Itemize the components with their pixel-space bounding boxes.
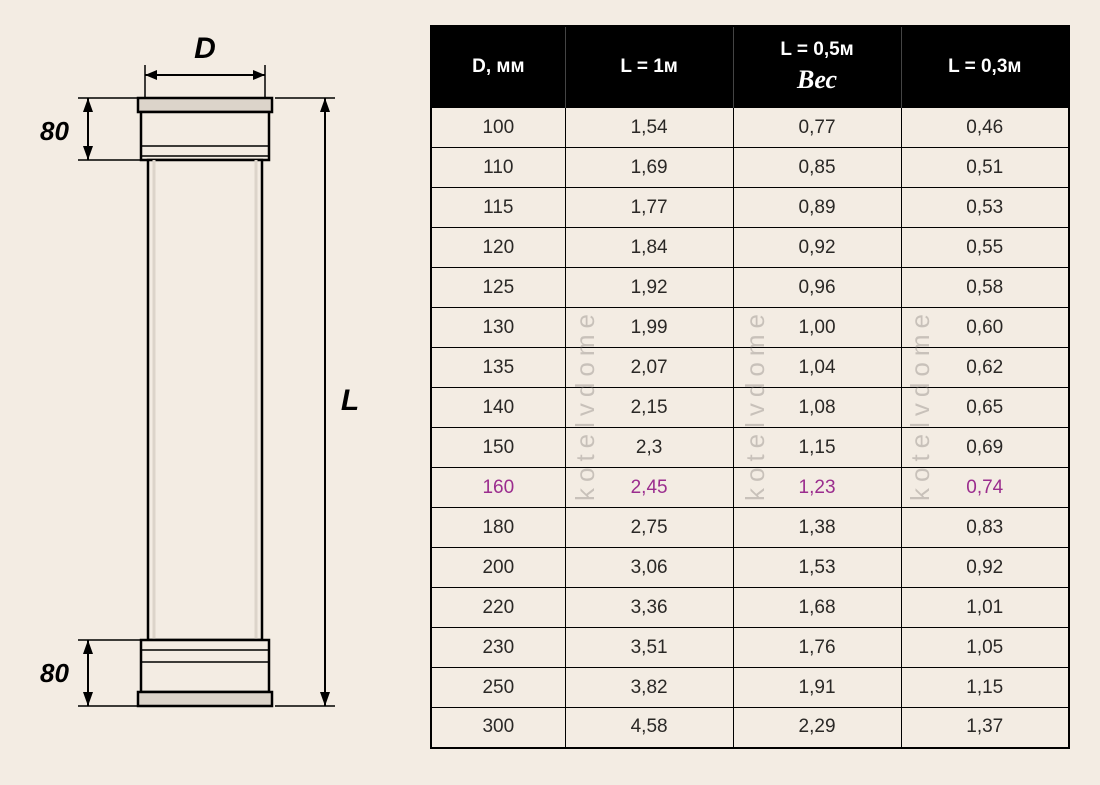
table-cell: 1,76 <box>733 628 901 668</box>
table-cell: 0,77 <box>733 108 901 148</box>
weight-table: D, мм L = 1м L = 0,5м Вес L = 0,3м 1001,… <box>430 25 1070 749</box>
table-cell: 0,89 <box>733 188 901 228</box>
table-cell: 2,75 <box>565 508 733 548</box>
table-cell: 1,68 <box>733 588 901 628</box>
table-cell: 220 <box>431 588 565 628</box>
table-cell: 0,96 <box>733 268 901 308</box>
table-cell: 180 <box>431 508 565 548</box>
pipe-diagram: D <box>0 0 430 785</box>
table-cell: 1,15 <box>901 668 1069 708</box>
table-cell: 3,36 <box>565 588 733 628</box>
table-row: 1151,770,890,53 <box>431 188 1069 228</box>
table-cell: 0,60 <box>901 308 1069 348</box>
table-cell: 1,84 <box>565 228 733 268</box>
table-header-row: D, мм L = 1м L = 0,5м Вес L = 0,3м <box>431 26 1069 108</box>
table-cell: 1,05 <box>901 628 1069 668</box>
table-cell: 0,62 <box>901 348 1069 388</box>
table-cell: 1,01 <box>901 588 1069 628</box>
table-cell: 0,53 <box>901 188 1069 228</box>
table-cell: 140 <box>431 388 565 428</box>
table-cell: 1,77 <box>565 188 733 228</box>
table-cell: 0,65 <box>901 388 1069 428</box>
table-cell: 2,15 <box>565 388 733 428</box>
table-row: 1352,071,040,62 <box>431 348 1069 388</box>
table-cell: 0,69 <box>901 428 1069 468</box>
table-cell: 115 <box>431 188 565 228</box>
bec-label: Вес <box>742 65 893 95</box>
col-header-l03: L = 0,3м <box>901 26 1069 108</box>
dim-top-80: 80 <box>40 116 69 146</box>
table-row: 1201,840,920,55 <box>431 228 1069 268</box>
table-row: 1802,751,380,83 <box>431 508 1069 548</box>
table-cell: 1,04 <box>733 348 901 388</box>
table-cell: 0,74 <box>901 468 1069 508</box>
dim-bottom-80: 80 <box>40 658 69 688</box>
table-cell: 1,00 <box>733 308 901 348</box>
table-row: 1402,151,080,65 <box>431 388 1069 428</box>
table-cell: 160 <box>431 468 565 508</box>
table-cell: 0,83 <box>901 508 1069 548</box>
table-cell: 2,29 <box>733 708 901 748</box>
table-row: 2303,511,761,05 <box>431 628 1069 668</box>
table-cell: 3,06 <box>565 548 733 588</box>
table-cell: 120 <box>431 228 565 268</box>
table-cell: 250 <box>431 668 565 708</box>
table-row: 1001,540,770,46 <box>431 108 1069 148</box>
table-row: 2003,061,530,92 <box>431 548 1069 588</box>
table-cell: 150 <box>431 428 565 468</box>
table-cell: 0,46 <box>901 108 1069 148</box>
table-cell: 0,51 <box>901 148 1069 188</box>
table-cell: 125 <box>431 268 565 308</box>
table-cell: 1,23 <box>733 468 901 508</box>
dim-l-label: L <box>341 384 359 417</box>
table-row: 3004,582,291,37 <box>431 708 1069 748</box>
table-cell: 3,51 <box>565 628 733 668</box>
table-cell: 130 <box>431 308 565 348</box>
table-cell: 230 <box>431 628 565 668</box>
table-cell: 1,99 <box>565 308 733 348</box>
table-cell: 110 <box>431 148 565 188</box>
table-cell: 1,53 <box>733 548 901 588</box>
table-cell: 1,54 <box>565 108 733 148</box>
table-cell: 300 <box>431 708 565 748</box>
table-row: 2203,361,681,01 <box>431 588 1069 628</box>
table-cell: 2,45 <box>565 468 733 508</box>
table-row: 1602,451,230,74 <box>431 468 1069 508</box>
table-cell: 1,69 <box>565 148 733 188</box>
col-header-l05-text: L = 0,5м <box>780 39 853 60</box>
dim-d-label: D <box>194 32 216 65</box>
table-cell: 3,82 <box>565 668 733 708</box>
table-cell: 135 <box>431 348 565 388</box>
table-cell: 0,55 <box>901 228 1069 268</box>
table-cell: 2,07 <box>565 348 733 388</box>
table-cell: 1,37 <box>901 708 1069 748</box>
col-header-d: D, мм <box>431 26 565 108</box>
col-header-l1: L = 1м <box>565 26 733 108</box>
table-cell: 1,91 <box>733 668 901 708</box>
table-cell: 2,3 <box>565 428 733 468</box>
table-row: 1101,690,850,51 <box>431 148 1069 188</box>
table-cell: 200 <box>431 548 565 588</box>
table-cell: 0,92 <box>901 548 1069 588</box>
table-cell: 1,08 <box>733 388 901 428</box>
table-cell: 1,38 <box>733 508 901 548</box>
table-cell: 100 <box>431 108 565 148</box>
table-cell: 4,58 <box>565 708 733 748</box>
table-cell: 0,58 <box>901 268 1069 308</box>
table-row: 1301,991,000,60 <box>431 308 1069 348</box>
table-cell: 0,85 <box>733 148 901 188</box>
table-row: 1251,920,960,58 <box>431 268 1069 308</box>
table-row: 2503,821,911,15 <box>431 668 1069 708</box>
table-row: 1502,31,150,69 <box>431 428 1069 468</box>
col-header-l05: L = 0,5м Вес <box>733 26 901 108</box>
table-cell: 1,15 <box>733 428 901 468</box>
table-cell: 0,92 <box>733 228 901 268</box>
table-cell: 1,92 <box>565 268 733 308</box>
